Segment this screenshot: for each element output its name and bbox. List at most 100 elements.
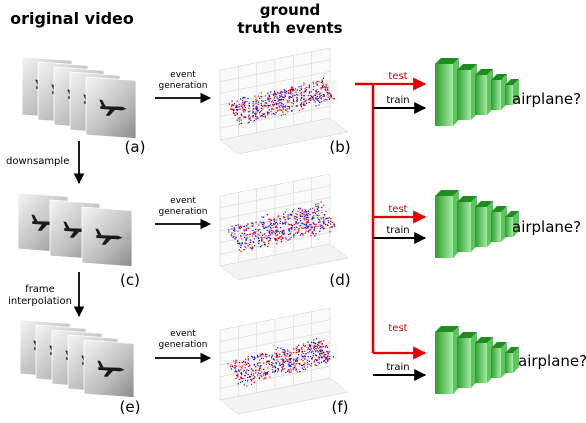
event-point xyxy=(274,222,276,224)
event-point xyxy=(265,226,267,228)
event-point xyxy=(312,226,314,228)
event-point xyxy=(258,234,260,236)
event-point xyxy=(248,107,250,110)
event-point xyxy=(241,115,243,117)
event-point xyxy=(263,227,266,229)
event-point xyxy=(296,357,299,359)
event-point xyxy=(313,345,315,347)
event-point xyxy=(287,100,289,102)
event-point xyxy=(281,368,283,370)
network-layer-top xyxy=(457,332,477,338)
event-point xyxy=(305,102,308,104)
event-point xyxy=(255,100,257,102)
event-point xyxy=(293,348,295,350)
event-point xyxy=(297,231,299,233)
event-point xyxy=(275,112,277,114)
event-point xyxy=(239,118,241,120)
event-point xyxy=(238,242,240,244)
event-point xyxy=(291,88,293,90)
event-point xyxy=(316,215,319,217)
event-point xyxy=(299,217,301,220)
event-point xyxy=(234,103,236,105)
event-point xyxy=(321,224,323,226)
event-point xyxy=(292,99,294,102)
event-point xyxy=(301,227,303,229)
event-point xyxy=(298,207,300,209)
event-point xyxy=(281,103,283,105)
event-point xyxy=(295,91,297,94)
event-point xyxy=(230,364,232,366)
event-plot-b xyxy=(219,47,349,155)
event-point xyxy=(295,105,297,107)
event-point xyxy=(247,245,249,247)
event-point xyxy=(255,107,257,109)
event-point xyxy=(318,214,320,216)
event-point xyxy=(306,225,308,227)
event-point xyxy=(263,373,265,375)
event-point xyxy=(276,243,278,245)
event-point xyxy=(288,369,290,371)
panel-label-a: (a) xyxy=(125,138,146,156)
event-point xyxy=(317,348,319,350)
event-point xyxy=(329,92,331,94)
event-point xyxy=(269,223,272,225)
event-point xyxy=(312,207,314,209)
event-point xyxy=(257,229,259,231)
event-point xyxy=(262,100,264,102)
event-point xyxy=(271,113,273,115)
event-point xyxy=(313,342,315,344)
event-generation-label-a-line1: event xyxy=(170,70,196,80)
event-point xyxy=(313,217,315,219)
event-point xyxy=(239,225,242,228)
event-point xyxy=(284,219,286,221)
event-point xyxy=(313,209,316,211)
event-point xyxy=(275,238,277,240)
event-point xyxy=(304,210,306,212)
event-point xyxy=(250,383,253,385)
event-point xyxy=(300,358,302,360)
event-point xyxy=(279,364,281,366)
event-point xyxy=(252,356,254,358)
event-point xyxy=(292,87,294,89)
event-point xyxy=(253,377,255,379)
event-point xyxy=(295,359,297,361)
event-point xyxy=(281,96,284,98)
event-point xyxy=(304,344,307,347)
event-point xyxy=(267,240,269,242)
event-point xyxy=(265,237,267,239)
event-point xyxy=(271,232,273,234)
event-point xyxy=(241,365,243,367)
event-point xyxy=(295,347,297,349)
event-point xyxy=(332,98,334,100)
event-point xyxy=(281,355,283,357)
event-point xyxy=(330,218,332,220)
event-point xyxy=(320,87,322,89)
event-point xyxy=(270,364,273,366)
event-point xyxy=(293,209,295,211)
event-point xyxy=(253,245,256,247)
event-point xyxy=(283,351,285,354)
event-point xyxy=(255,98,257,100)
event-point xyxy=(263,222,265,224)
event-point xyxy=(263,237,265,239)
event-point xyxy=(291,109,293,111)
event-point xyxy=(308,97,310,100)
event-point xyxy=(265,363,267,365)
event-point xyxy=(267,106,269,108)
event-point xyxy=(319,346,321,348)
event-point xyxy=(279,227,281,229)
event-point xyxy=(246,363,248,366)
event-point xyxy=(300,211,302,213)
event-point xyxy=(282,349,284,351)
event-point xyxy=(312,83,314,85)
event-point xyxy=(283,232,286,234)
event-point xyxy=(321,346,323,348)
event-point xyxy=(282,99,284,101)
event-point xyxy=(238,226,240,228)
event-point xyxy=(264,376,266,379)
event-point xyxy=(326,224,328,226)
event-point xyxy=(325,90,327,92)
event-point xyxy=(279,222,281,224)
event-point xyxy=(267,245,269,247)
event-point xyxy=(280,370,282,372)
